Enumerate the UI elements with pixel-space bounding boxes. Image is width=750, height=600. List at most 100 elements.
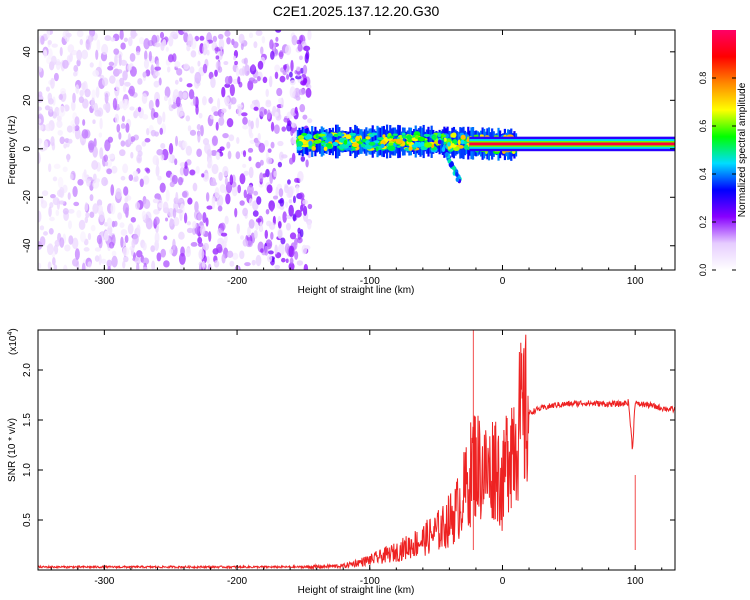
noise-blob: [184, 161, 188, 169]
noise-blob: [166, 66, 171, 73]
noise-blob: [55, 58, 61, 71]
noise-blob: [53, 163, 61, 169]
noise-blob: [66, 153, 70, 163]
noise-blob: [111, 165, 118, 174]
noise-blob: [136, 262, 140, 270]
noise-blob: [277, 140, 284, 147]
noise-blob: [129, 66, 137, 77]
noise-blob: [84, 216, 89, 224]
noise-blob: [195, 104, 199, 115]
noise-blob: [231, 252, 239, 260]
noise-blob: [287, 120, 292, 127]
colorbar-tick-label: 0.4: [698, 168, 708, 181]
noise-blob: [139, 178, 144, 188]
noise-blob: [175, 191, 179, 204]
noise-blob: [132, 170, 139, 177]
noise-blob: [249, 132, 254, 139]
snr-x-axis: -300 -200 -100 0 100: [50, 330, 663, 587]
signal-envelope: [419, 126, 422, 157]
x-tick-label: 100: [627, 576, 644, 587]
noise-blob: [95, 86, 100, 99]
noise-blob: [38, 66, 43, 73]
noise-blob: [253, 190, 259, 196]
noise-blob: [96, 234, 103, 245]
noise-blob: [182, 92, 188, 99]
noise-blob: [299, 104, 306, 113]
noise-blob: [101, 77, 109, 87]
noise-blob: [123, 255, 129, 263]
noise-blob: [76, 49, 82, 61]
noise-blob: [215, 151, 221, 160]
noise-blob: [235, 66, 240, 77]
noise-blob: [262, 76, 268, 84]
noise-blob: [83, 169, 87, 178]
drift-blob: [452, 165, 456, 171]
noise-blob: [72, 185, 78, 198]
signal-speckle: [377, 137, 384, 141]
noise-blob: [188, 89, 195, 100]
signal-speckle: [332, 141, 339, 146]
noise-blob: [259, 159, 264, 166]
noise-blob: [265, 100, 272, 108]
noise-blob: [77, 179, 84, 186]
noise-blob: [125, 122, 130, 133]
noise-blob: [294, 250, 299, 260]
x-tick-label: -200: [227, 576, 247, 587]
noise-blob: [143, 58, 150, 69]
y-tick-label: 0.5: [22, 513, 33, 527]
signal-speckle: [396, 145, 401, 148]
noise-blob: [160, 154, 165, 161]
noise-blob: [116, 123, 121, 133]
noise-blob: [293, 239, 298, 250]
noise-blob: [234, 60, 238, 66]
noise-blob: [237, 184, 242, 194]
signal-envelope: [413, 129, 416, 155]
noise-blob: [114, 113, 119, 123]
noise-blob: [248, 219, 255, 229]
noise-blob: [260, 46, 264, 55]
noise-blob: [160, 248, 167, 258]
noise-blob: [116, 69, 123, 74]
colorbar-tick-label: 0.8: [698, 72, 708, 85]
noise-blob: [183, 165, 189, 177]
noise-blob: [181, 191, 188, 198]
noise-blob: [262, 173, 267, 178]
noise-blob: [192, 221, 197, 229]
noise-blob: [273, 124, 280, 135]
noise-blob: [217, 33, 224, 40]
noise-blob: [270, 205, 274, 212]
noise-blob: [247, 80, 254, 91]
noise-blob: [303, 263, 309, 270]
noise-blob: [92, 70, 100, 77]
signal-envelope: [370, 128, 373, 155]
noise-blob: [74, 248, 80, 261]
noise-blob: [157, 175, 162, 181]
noise-blob: [220, 232, 228, 237]
noise-blob: [247, 226, 251, 238]
noise-blob: [83, 247, 90, 252]
noise-blob: [288, 245, 295, 258]
noise-blob: [218, 116, 225, 126]
noise-blob: [84, 88, 91, 98]
noise-blob: [255, 30, 263, 36]
noise-blob: [134, 255, 141, 265]
noise-blob: [179, 166, 185, 176]
noise-blob: [258, 142, 266, 153]
noise-blob: [64, 244, 71, 252]
noise-blob: [265, 88, 269, 98]
noise-blob: [120, 140, 126, 147]
noise-blob: [237, 105, 242, 117]
noise-blob: [236, 137, 240, 144]
noise-blob: [296, 260, 304, 266]
noise-blob: [118, 132, 122, 140]
noise-blob: [279, 197, 285, 207]
noise-blob: [248, 198, 253, 207]
noise-blob: [223, 96, 230, 105]
noise-blob: [58, 186, 65, 199]
noise-blob: [210, 150, 218, 156]
signal-speckle: [323, 146, 328, 151]
noise-blob: [206, 205, 213, 210]
noise-blob: [90, 224, 96, 232]
noise-blob: [269, 39, 274, 50]
signal-speckle: [311, 143, 316, 147]
